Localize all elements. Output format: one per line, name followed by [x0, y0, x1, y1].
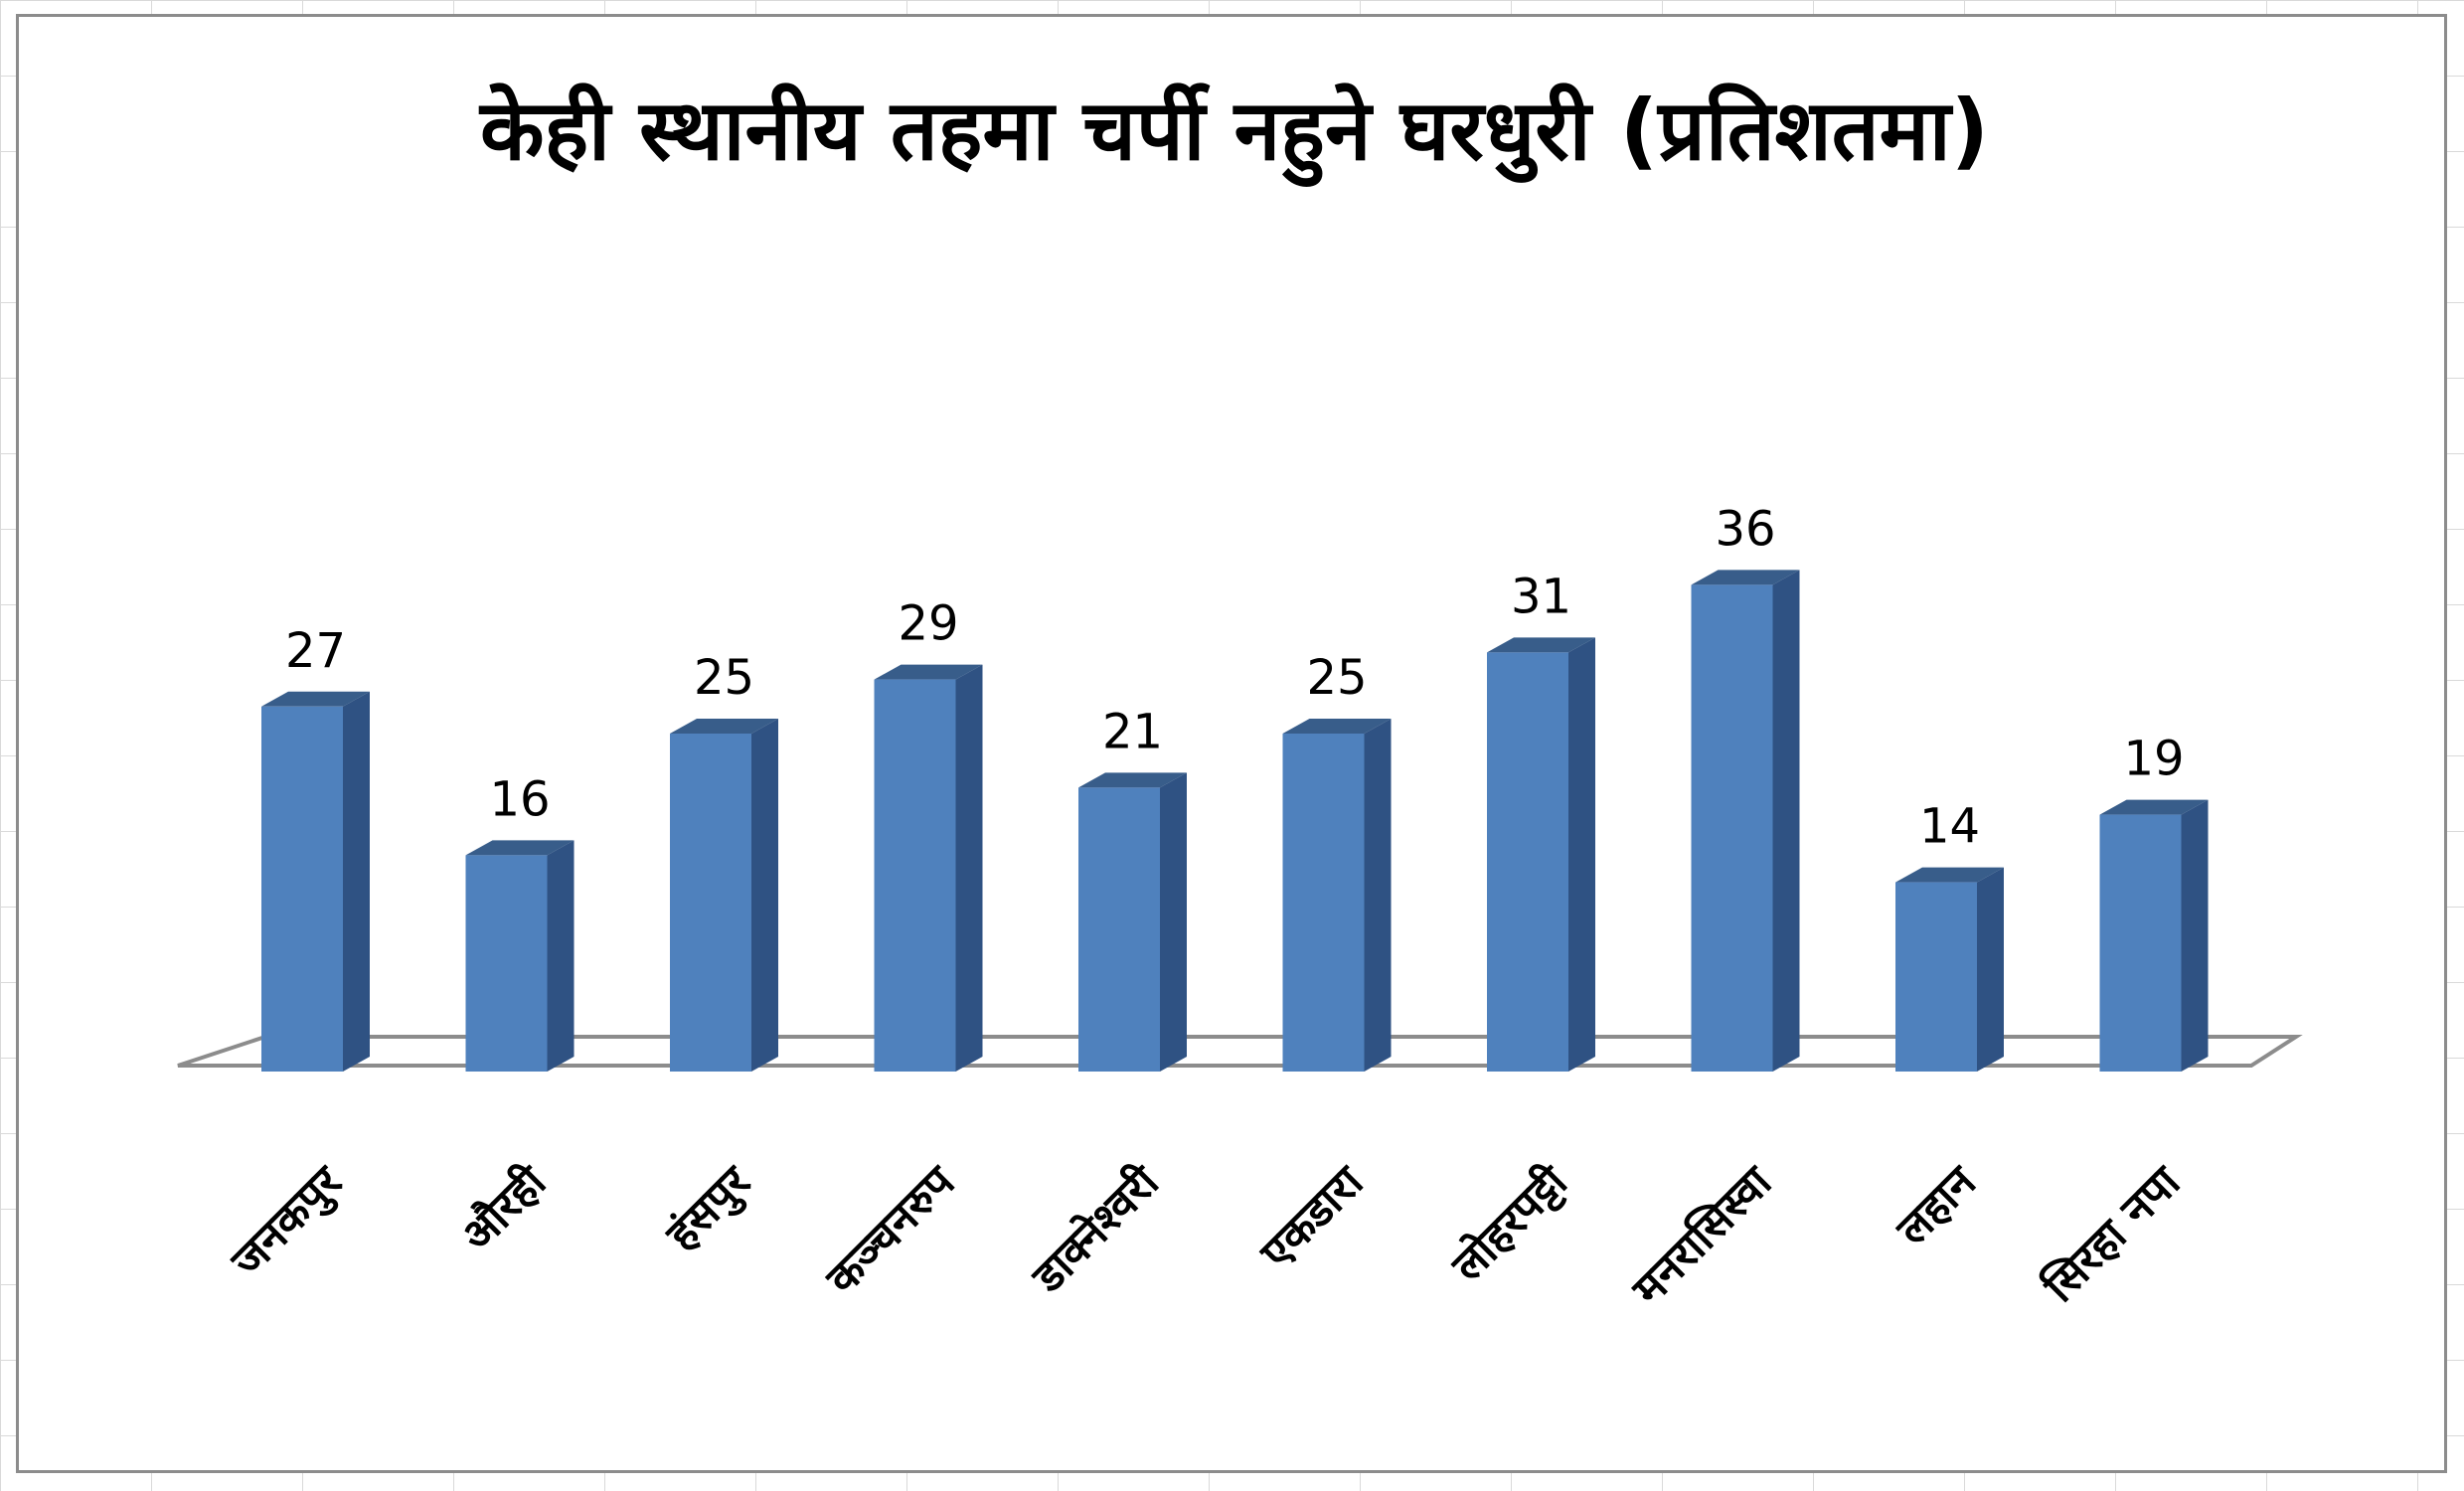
bar-side: [343, 691, 370, 1072]
data-label-group: 27 16 25 29 21 25 31 36 14 19: [285, 501, 2185, 854]
bar-side: [955, 664, 983, 1072]
bar-front: [1487, 652, 1568, 1072]
bar-front: [2099, 814, 2182, 1072]
bar-top: [670, 719, 778, 734]
bar-top: [2099, 799, 2209, 815]
bar-10: [2099, 799, 2209, 1072]
bar-top: [465, 840, 575, 856]
bar-4: [874, 664, 983, 1072]
bar-front: [874, 679, 956, 1072]
bar-1: [261, 691, 370, 1072]
bar-6: [1282, 719, 1392, 1072]
bar-front: [261, 706, 343, 1072]
bar-side: [1772, 570, 1800, 1072]
bar-front: [1895, 882, 1977, 1072]
chart-frame[interactable]: केही स्थानीय तहमा चर्पी नहुने घरधुरी (प्…: [16, 14, 2447, 1473]
bar-3: [670, 719, 778, 1072]
bar-side: [1364, 719, 1392, 1072]
bar-front: [1282, 734, 1365, 1072]
bar-8: [1691, 570, 1800, 1072]
bar-front: [1691, 584, 1773, 1072]
data-label: 27: [285, 623, 346, 679]
category-label-group: जनकपुर औरही हंसपुर कञ्चनरुप डाक्नेश्वरी एकडार…: [221, 1155, 2191, 1316]
data-label: 16: [489, 771, 550, 827]
bar-group: [261, 570, 2209, 1072]
bar-top: [261, 691, 370, 707]
bar-2: [465, 840, 575, 1072]
data-label: 29: [898, 596, 958, 652]
bar-top: [874, 664, 983, 680]
category-label: जनकपुर: [221, 1155, 354, 1288]
bar-front: [465, 855, 548, 1072]
category-label: एकडारा: [1250, 1156, 1374, 1279]
bar-top: [1078, 772, 1187, 788]
chart-title: केही स्थानीय तहमा चर्पी नहुने घरधुरी (प्…: [480, 82, 1989, 179]
data-label: 25: [694, 650, 754, 706]
category-label: मनरासिस्वा: [1622, 1155, 1783, 1316]
bar-7: [1487, 637, 1595, 1072]
bar-side: [2181, 799, 2209, 1072]
data-label: 21: [1102, 704, 1163, 759]
data-label: 25: [1306, 650, 1367, 706]
category-label: डाक्नेश्वरी: [1021, 1155, 1170, 1304]
bar-chart: 27 16 25 29 21 25 31 36 14 19 जनकपुर औरही हंसपुर कञ्…: [177, 501, 2303, 1316]
bar-front: [1078, 787, 1160, 1072]
bar-5: [1078, 772, 1187, 1072]
bar-top: [1895, 867, 2004, 883]
bar-front: [670, 734, 751, 1072]
data-label: 19: [2123, 732, 2184, 787]
bar-side: [751, 719, 778, 1072]
category-label: कञ्चनरुप: [816, 1155, 966, 1305]
category-label: लोहरपट्टी: [1441, 1155, 1578, 1292]
category-label: हंसपुर: [656, 1155, 763, 1262]
bar-top: [1282, 719, 1392, 734]
data-label: 31: [1511, 569, 1571, 624]
bar-top: [1487, 637, 1595, 653]
bar-side: [1568, 637, 1595, 1072]
category-label: लहान: [1887, 1156, 1987, 1256]
bar-top: [1691, 570, 1800, 585]
data-label: 14: [1919, 799, 1980, 855]
bar-side: [1160, 772, 1187, 1072]
bar-9: [1895, 867, 2004, 1072]
data-label: 36: [1715, 501, 1775, 557]
bar-side: [547, 840, 575, 1072]
category-label: औरही: [450, 1155, 557, 1261]
bar-side: [1977, 867, 2004, 1072]
category-label: सिरहा नपा: [2034, 1155, 2192, 1313]
